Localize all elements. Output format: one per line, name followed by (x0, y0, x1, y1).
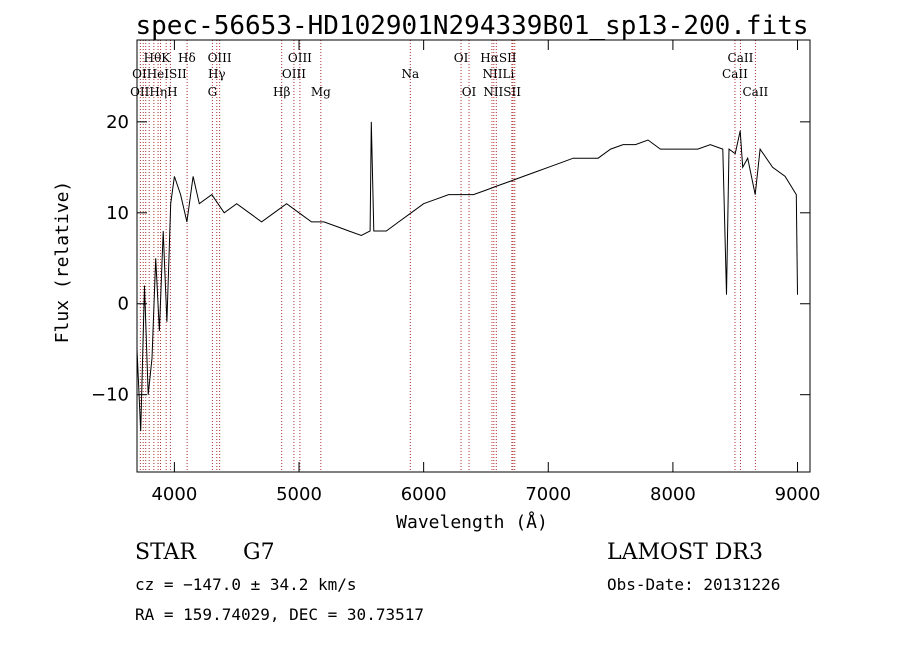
line-label-12: CaII (722, 67, 748, 81)
y-tick-label: −10 (91, 385, 129, 406)
coordinates-text: RA = 159.74029, DEC = 30.73517 (135, 605, 424, 624)
line-label-7: OIHeISII (132, 67, 187, 81)
line-label-16: Mg (311, 85, 331, 99)
redshift-text: cz = −147.0 ± 34.2 km/s (135, 575, 357, 594)
line-label-18: NIISII (483, 85, 521, 99)
line-markers (139, 40, 756, 472)
line-label-9: OIII (282, 67, 306, 81)
line-labels: HθK Hδ OIII OIII OI HαSII CaII OIHeISII Hγ OIII Na… (130, 51, 768, 99)
line-label-19: CaII (742, 85, 768, 99)
x-axis: 4000 5000 6000 7000 8000 9000 (151, 40, 820, 505)
line-label-5: HαSII (480, 51, 517, 65)
x-tick-label: 5000 (276, 484, 322, 505)
line-label-2: OIII (208, 51, 232, 65)
line-label-11: NIILi (483, 67, 515, 81)
x-tick-label: 4000 (151, 484, 197, 505)
y-tick-label: 20 (106, 112, 129, 133)
line-label-17: OI (462, 85, 477, 99)
x-tick-label: 6000 (401, 484, 447, 505)
y-tick-label: 10 (106, 203, 129, 224)
x-tick-label: 7000 (525, 484, 571, 505)
chart-title: spec-56653-HD102901N294339B01_sp13-200.f… (135, 11, 808, 41)
line-label-8: Hγ (208, 67, 226, 81)
survey-name: LAMOST DR3 (607, 540, 763, 565)
line-label-0: HθK (144, 51, 172, 65)
obs-date-text: Obs-Date: 20131226 (607, 575, 781, 594)
line-label-3: OIII (288, 51, 312, 65)
y-axis: −10 0 10 20 (91, 112, 810, 406)
line-label-14: G (208, 85, 218, 99)
line-label-1: Hδ (178, 51, 196, 65)
x-axis-label: Wavelength (Å) (396, 511, 548, 533)
object-class: STAR (135, 540, 196, 565)
plot-frame (136, 39, 811, 473)
y-tick-label: 0 (118, 294, 129, 315)
object-subclass: G7 (243, 540, 275, 565)
line-label-15: Hβ (273, 85, 290, 99)
x-tick-label: 9000 (775, 484, 821, 505)
spectrum-series (136, 121, 798, 432)
line-label-13: OIIHηH (130, 85, 177, 99)
x-tick-label: 8000 (650, 484, 696, 505)
line-label-6: CaII (728, 51, 754, 65)
y-axis-label: Flux (relative) (52, 181, 73, 344)
line-label-4: OI (454, 51, 469, 65)
line-label-10: Na (401, 67, 419, 81)
